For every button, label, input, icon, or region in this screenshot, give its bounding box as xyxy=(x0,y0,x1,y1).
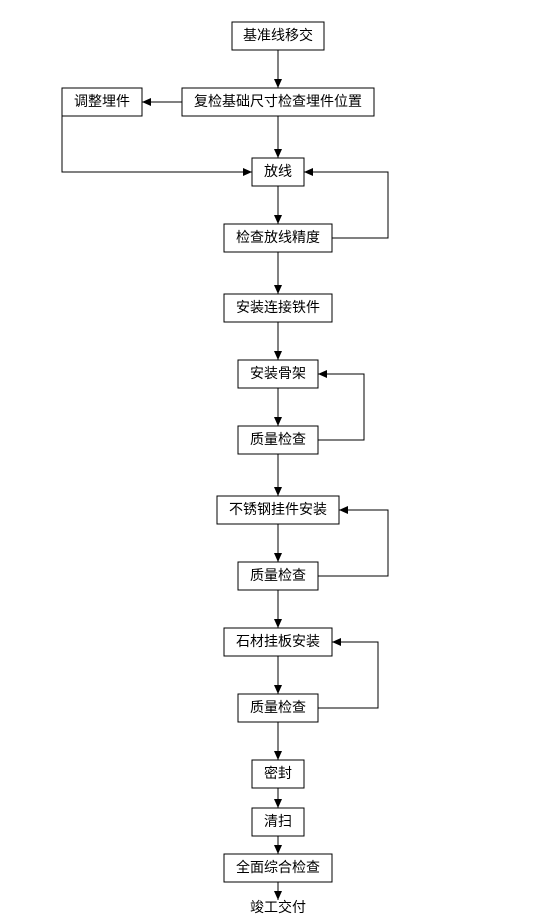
flow-label-n9: 质量检查 xyxy=(250,568,306,584)
flow-label-n11: 质量检查 xyxy=(250,700,306,716)
arrow-head xyxy=(274,351,282,360)
arrow-head xyxy=(318,370,327,378)
flow-label-n1: 基准线移交 xyxy=(243,27,313,44)
flow-label-n12: 密封 xyxy=(264,765,292,782)
arrow-head xyxy=(274,215,282,224)
flow-label-n4: 检查放线精度 xyxy=(236,230,320,246)
arrow-head xyxy=(243,168,252,176)
arrow-head xyxy=(304,168,313,176)
flow-label-n2a: 调整埋件 xyxy=(74,94,130,110)
flow-label-n7: 质量检查 xyxy=(250,432,306,448)
flow-label-n13: 清扫 xyxy=(264,814,292,830)
arrow-head xyxy=(274,619,282,628)
arrow-head xyxy=(274,417,282,426)
arrow-head xyxy=(274,79,282,88)
arrow-head xyxy=(274,285,282,294)
flow-label-n5: 安装连接铁件 xyxy=(236,299,320,316)
arrow-head xyxy=(274,891,282,900)
arrow-head xyxy=(142,98,151,106)
arrow-head xyxy=(274,149,282,158)
flow-label-n15: 竣工交付 xyxy=(250,899,306,914)
flow-label-n2: 复检基础尺寸检查埋件位置 xyxy=(194,93,362,110)
arrow-head xyxy=(339,506,348,514)
arrow-head xyxy=(274,685,282,694)
arrow-head xyxy=(274,487,282,496)
flow-label-n6: 安装骨架 xyxy=(250,366,306,382)
arrow-head xyxy=(274,751,282,760)
arrow-head xyxy=(274,553,282,562)
flow-label-n8: 不锈钢挂件安装 xyxy=(229,502,327,518)
flow-label-n3: 放线 xyxy=(264,164,292,180)
arrow-head xyxy=(332,638,341,646)
flow-label-n10: 石材挂板安装 xyxy=(236,634,320,650)
flowchart-canvas: 基准线移交调整埋件 复检基础尺寸检查埋件位置放线检查放线精度安装连接铁件安装骨架质… xyxy=(0,0,560,914)
loop-n7-n6 xyxy=(318,374,364,440)
flow-label-n14: 全面综合检查 xyxy=(236,859,320,876)
arrow-head xyxy=(274,799,282,808)
arrow-head xyxy=(274,845,282,854)
